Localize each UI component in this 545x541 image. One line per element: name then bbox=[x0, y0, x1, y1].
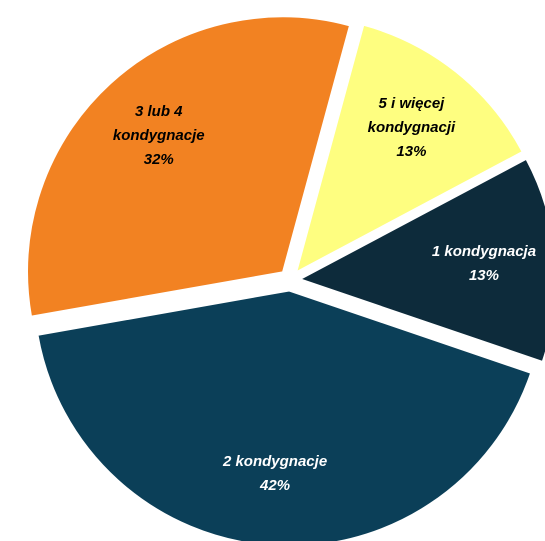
value-label: 13% bbox=[396, 142, 427, 160]
value-label: 32% bbox=[143, 151, 174, 169]
category-label: 3 lub 4 kondygnacje bbox=[112, 103, 205, 145]
slice-label: 3 lub 4 kondygnacje 32% bbox=[94, 100, 224, 172]
pie-slice bbox=[296, 24, 523, 273]
value-label: 13% bbox=[468, 267, 499, 285]
value-label: 42% bbox=[260, 477, 291, 495]
category-label: 2 kondygnacje bbox=[222, 453, 328, 471]
slice-label: 5 i więcej kondygnacji 13% bbox=[346, 92, 476, 164]
pie-slice bbox=[27, 16, 351, 317]
pie-slice bbox=[37, 290, 532, 541]
pie-slice bbox=[299, 158, 545, 362]
slice-label: 1 kondygnacja 13% bbox=[419, 240, 545, 288]
category-label: 1 kondygnacja bbox=[431, 243, 537, 261]
slice-label: 2 kondygnacje 42% bbox=[210, 450, 340, 498]
category-label: 5 i więcej kondygnacji bbox=[367, 94, 456, 136]
